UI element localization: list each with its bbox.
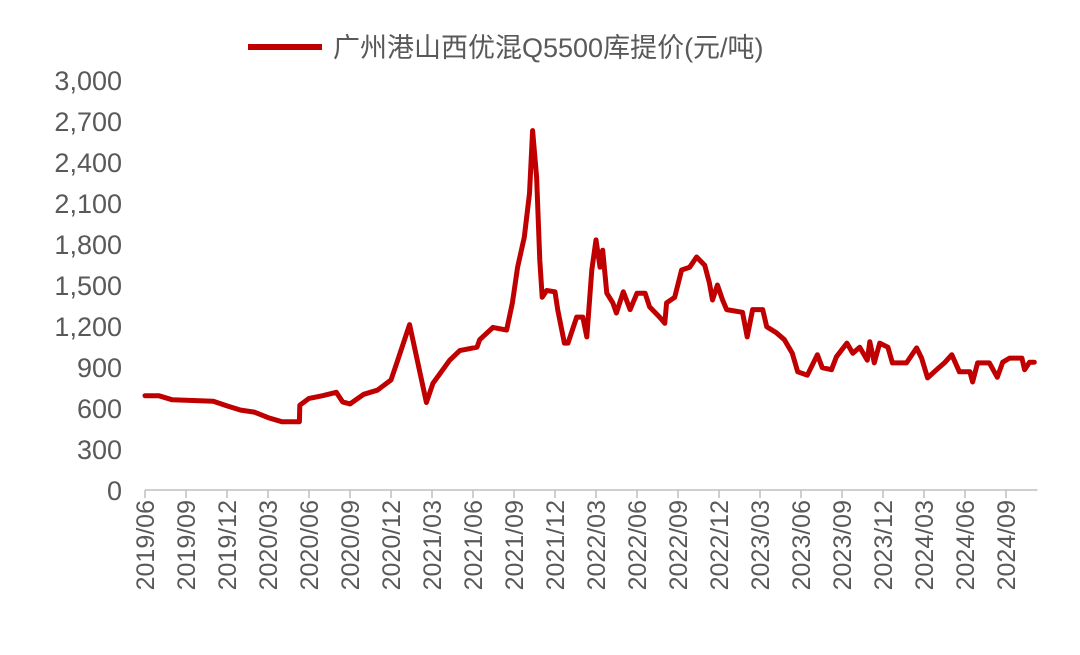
y-tick-label: 1,200 <box>54 312 122 342</box>
x-tick-label: 2019/09 <box>173 500 201 590</box>
x-tick-label: 2022/09 <box>665 500 693 590</box>
y-tick-label: 0 <box>107 476 122 506</box>
y-tick-label: 1,800 <box>54 230 122 260</box>
y-tick-label: 2,400 <box>54 148 122 178</box>
y-tick-label: 900 <box>77 353 122 383</box>
x-tick-label: 2022/03 <box>583 500 611 590</box>
x-tick-label: 2021/06 <box>460 500 488 590</box>
x-tick-label: 2024/03 <box>911 500 939 590</box>
plot-area <box>142 128 1037 425</box>
y-axis: 0 300 600 900 1,200 1,500 1,800 2,100 2,400 2,700… <box>54 66 122 506</box>
x-tick-label: 2022/12 <box>706 500 734 590</box>
x-axis: 2019/06 2019/09 2019/12 2020/03 2020/06 2020/… <box>132 489 1038 590</box>
series-line <box>142 128 1037 425</box>
x-tick-label: 2020/12 <box>378 500 406 590</box>
x-tick-label: 2021/09 <box>501 500 529 590</box>
x-tick-label: 2019/06 <box>132 500 160 590</box>
x-tick-label: 2021/03 <box>419 500 447 590</box>
y-tick-label: 2,100 <box>54 189 122 219</box>
x-tick-label: 2024/06 <box>952 500 980 590</box>
x-tick-label: 2024/09 <box>993 500 1021 590</box>
legend: 广州港山西优混Q5500库提价(元/吨) <box>248 33 764 63</box>
x-tick-label: 2023/06 <box>788 500 816 590</box>
x-tick-label: 2023/03 <box>747 500 775 590</box>
x-tick-label: 2023/09 <box>829 500 857 590</box>
x-tick-label: 2020/09 <box>337 500 365 590</box>
y-tick-label: 600 <box>77 394 122 424</box>
y-tick-label: 2,700 <box>54 107 122 137</box>
y-tick-label: 300 <box>77 435 122 465</box>
x-tick-label: 2023/12 <box>870 500 898 590</box>
x-tick-label: 2020/06 <box>296 500 324 590</box>
x-tick-label: 2021/12 <box>542 500 570 590</box>
x-tick-label: 2019/12 <box>214 500 242 590</box>
x-tick-label: 2020/03 <box>255 500 283 590</box>
legend-label: 广州港山西优混Q5500库提价(元/吨) <box>333 33 764 63</box>
y-tick-label: 3,000 <box>54 66 122 96</box>
y-tick-label: 1,500 <box>54 271 122 301</box>
x-tick-label: 2022/06 <box>624 500 652 590</box>
